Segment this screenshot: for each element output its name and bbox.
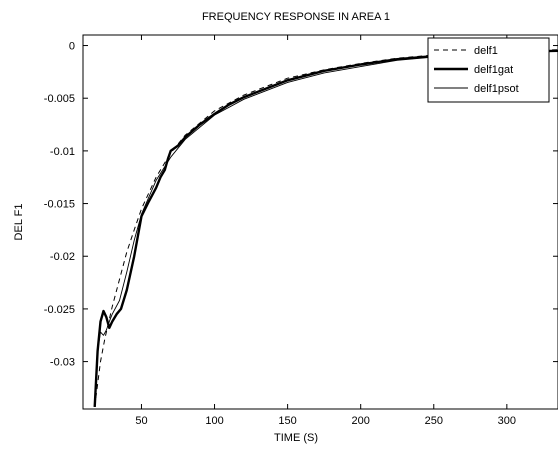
y-tick-label: -0.015 xyxy=(44,199,75,211)
x-tick-label: 200 xyxy=(352,415,370,427)
x-tick-label: 250 xyxy=(425,415,443,427)
legend-label-delf1psot: delf1psot xyxy=(474,83,519,95)
y-tick-label: -0.02 xyxy=(50,251,75,263)
x-tick-label: 150 xyxy=(278,415,296,427)
legend-label-delf1: delf1 xyxy=(474,45,498,57)
y-ticks: 0 -0.005 -0.01 -0.015 -0.02 -0.025 -0.03 xyxy=(44,41,558,369)
legend-entries: delf1 delf1gat delf1psot xyxy=(434,45,519,95)
series-line-delf1psot xyxy=(94,50,558,407)
y-tick-label: 0 xyxy=(69,41,75,53)
chart-title: FREQUENCY RESPONSE IN AREA 1 xyxy=(202,11,390,23)
y-axis-label: DEL F1 xyxy=(13,204,25,241)
x-ticks: 50 100 150 200 250 300 xyxy=(135,35,516,427)
legend-label-delf1gat: delf1gat xyxy=(474,64,513,76)
y-tick-label: -0.03 xyxy=(50,357,75,369)
y-tick-label: -0.005 xyxy=(44,93,75,105)
series-layer xyxy=(93,49,558,407)
y-tick-label: -0.01 xyxy=(50,146,75,158)
x-tick-label: 300 xyxy=(498,415,516,427)
x-axis-label: TIME (S) xyxy=(274,432,318,444)
y-tick-label: -0.025 xyxy=(44,304,75,316)
x-tick-label: 100 xyxy=(205,415,223,427)
x-tick-label: 50 xyxy=(135,415,147,427)
legend: delf1 delf1gat delf1psot xyxy=(427,37,550,103)
